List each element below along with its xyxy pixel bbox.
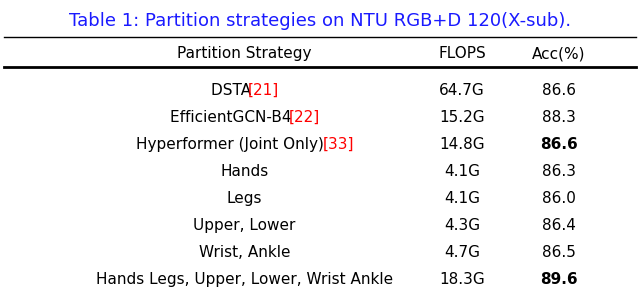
Text: FLOPS: FLOPS	[438, 46, 486, 61]
Text: DSTA: DSTA	[211, 83, 256, 98]
Text: 86.5: 86.5	[541, 245, 575, 260]
Text: Table 1: Partition strategies on NTU RGB+D 120(X-sub).: Table 1: Partition strategies on NTU RGB…	[69, 11, 571, 30]
Text: 18.3G: 18.3G	[439, 272, 485, 287]
Text: Hyperformer (Joint Only): Hyperformer (Joint Only)	[136, 137, 329, 152]
Text: 14.8G: 14.8G	[439, 137, 485, 152]
Text: [22]: [22]	[289, 110, 320, 125]
Text: Hands Legs, Upper, Lower, Wrist Ankle: Hands Legs, Upper, Lower, Wrist Ankle	[96, 272, 393, 287]
Text: Hands: Hands	[220, 163, 268, 179]
Text: [21]: [21]	[248, 83, 279, 98]
Text: 86.0: 86.0	[541, 191, 575, 206]
Text: 89.6: 89.6	[540, 272, 577, 287]
Text: 86.3: 86.3	[541, 163, 575, 179]
Text: 88.3: 88.3	[541, 110, 575, 125]
Text: 4.1G: 4.1G	[444, 191, 480, 206]
Text: 86.4: 86.4	[541, 218, 575, 233]
Text: Acc(%): Acc(%)	[532, 46, 586, 61]
Text: Partition Strategy: Partition Strategy	[177, 46, 312, 61]
Text: Wrist, Ankle: Wrist, Ankle	[198, 245, 290, 260]
Text: 4.1G: 4.1G	[444, 163, 480, 179]
Text: 15.2G: 15.2G	[439, 110, 485, 125]
Text: EfficientGCN-B4: EfficientGCN-B4	[170, 110, 296, 125]
Text: [33]: [33]	[323, 137, 354, 152]
Text: 64.7G: 64.7G	[439, 83, 485, 98]
Text: 4.3G: 4.3G	[444, 218, 480, 233]
Text: Upper, Lower: Upper, Lower	[193, 218, 296, 233]
Text: Legs: Legs	[227, 191, 262, 206]
Text: 4.7G: 4.7G	[444, 245, 480, 260]
Text: 86.6: 86.6	[540, 137, 577, 152]
Text: 86.6: 86.6	[541, 83, 575, 98]
